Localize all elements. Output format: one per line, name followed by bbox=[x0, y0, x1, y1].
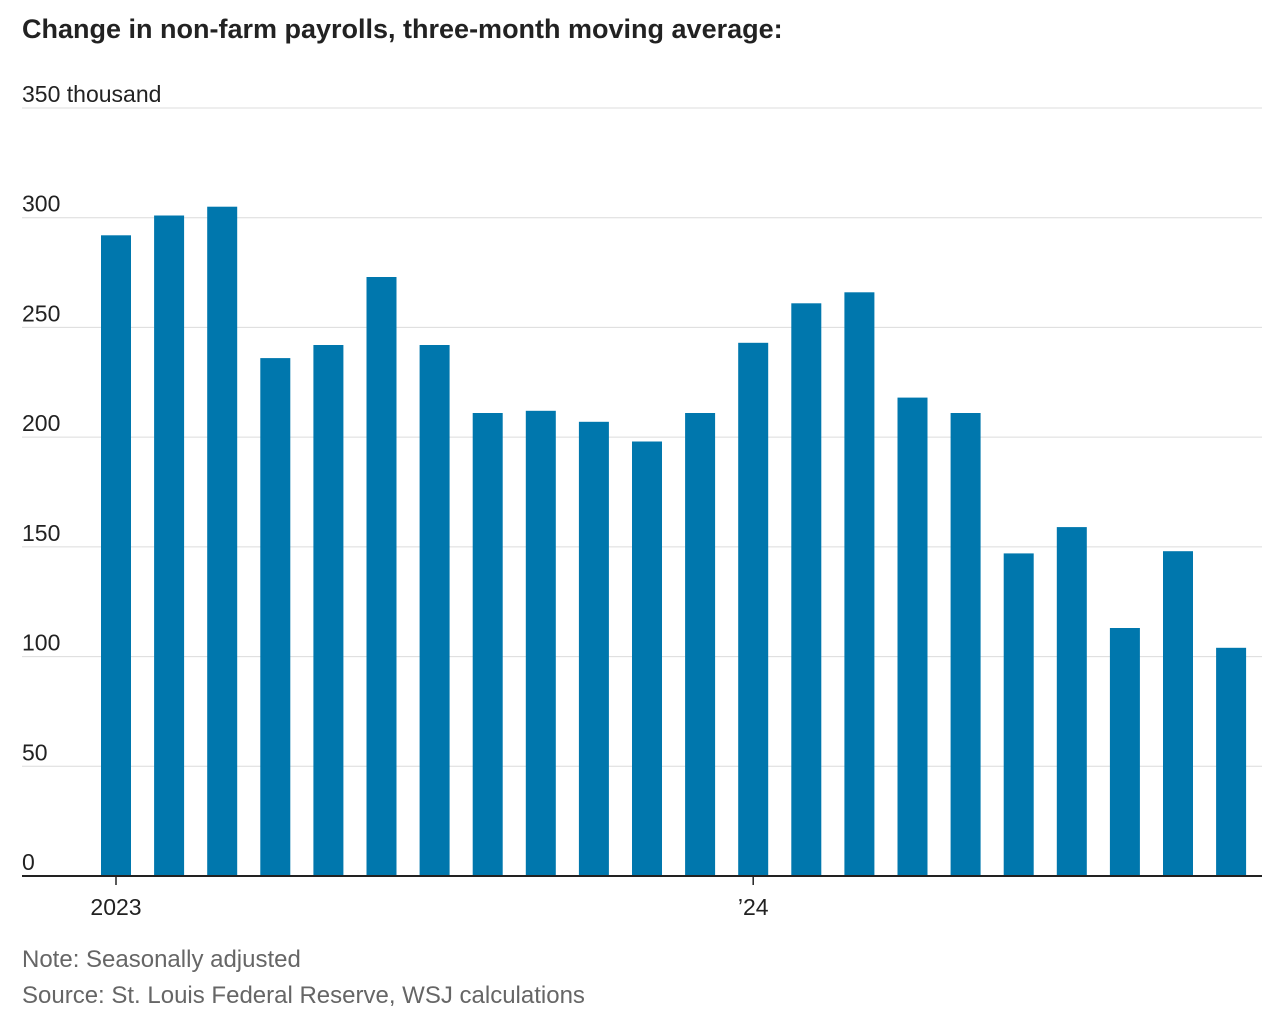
bar bbox=[738, 342, 769, 876]
bar bbox=[578, 421, 609, 876]
bar bbox=[1163, 551, 1193, 876]
bar bbox=[844, 292, 875, 876]
bar bbox=[313, 345, 344, 876]
bar bbox=[791, 303, 822, 876]
y-axis-labels: 0 50 100 150 200 250 300 350 thousand bbox=[22, 81, 161, 875]
bar bbox=[260, 358, 291, 877]
y-tick-label: 50 bbox=[22, 739, 48, 765]
x-tick-label: 2023 bbox=[90, 894, 141, 920]
bar bbox=[207, 206, 238, 876]
x-tick-label: ’24 bbox=[738, 894, 769, 920]
y-tick-label: 350 thousand bbox=[22, 81, 161, 107]
y-tick-label: 250 bbox=[22, 300, 60, 326]
y-tick-label: 150 bbox=[22, 520, 60, 546]
bar bbox=[1003, 553, 1034, 876]
bar bbox=[525, 410, 556, 876]
y-tick-label: 0 bbox=[22, 849, 35, 875]
chart-source: Source: St. Louis Federal Reserve, WSJ c… bbox=[22, 982, 585, 1009]
y-tick-label: 200 bbox=[22, 410, 60, 436]
bars bbox=[101, 206, 1247, 877]
bar bbox=[472, 413, 503, 876]
bar bbox=[897, 397, 928, 876]
bar bbox=[1216, 647, 1247, 876]
bar bbox=[101, 235, 131, 877]
bar bbox=[366, 277, 397, 876]
bar bbox=[1109, 628, 1140, 876]
y-tick-label: 300 bbox=[22, 191, 60, 217]
x-axis: 2023 ’24 bbox=[22, 875, 1262, 920]
bar bbox=[632, 441, 662, 876]
chart-note: Note: Seasonally adjusted bbox=[22, 946, 301, 973]
bar bbox=[950, 413, 981, 876]
bar bbox=[154, 215, 185, 876]
bar bbox=[1056, 527, 1087, 876]
bar-chart: 0 50 100 150 200 250 300 350 thousand 2023 ’24 bbox=[22, 81, 1262, 920]
bar bbox=[419, 345, 450, 876]
y-tick-label: 100 bbox=[22, 630, 60, 656]
chart-title: Change in non-farm payrolls, three-month… bbox=[22, 14, 783, 44]
bar bbox=[685, 413, 716, 876]
